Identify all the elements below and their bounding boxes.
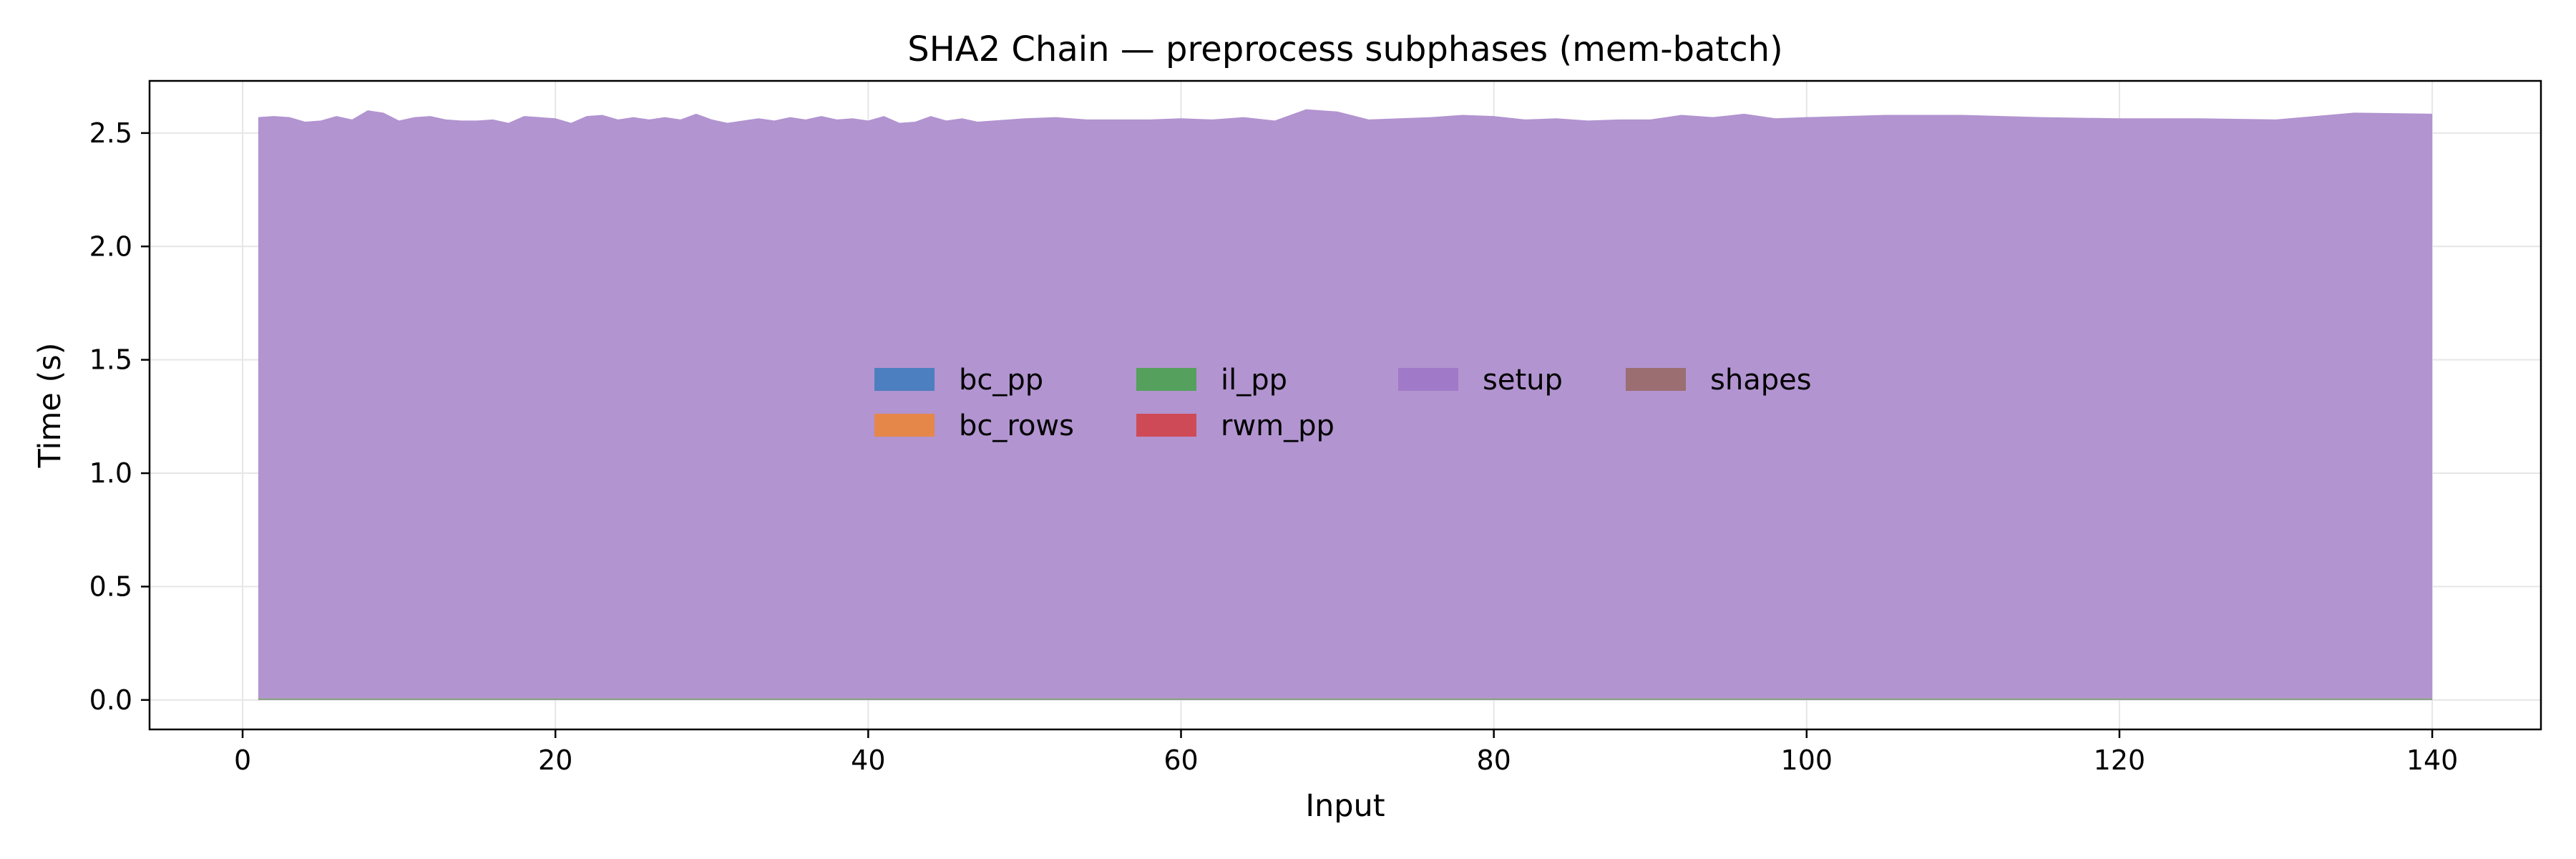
legend-label-bc-rows: bc_rows: [959, 409, 1074, 442]
chart-title: SHA2 Chain — preprocess subphases (mem-b…: [907, 29, 1783, 69]
y-tick-label: 2.0: [89, 230, 132, 262]
y-tick-label: 1.0: [89, 457, 132, 489]
x-tick-label: 120: [2094, 744, 2146, 776]
y-tick-label: 1.5: [89, 344, 132, 376]
area-series-setup: [258, 109, 2433, 699]
legend-label-il-pp: il_pp: [1221, 364, 1287, 397]
legend-swatch-setup: [1398, 368, 1458, 391]
y-tick-label: 0.0: [89, 684, 132, 716]
x-axis-label: Input: [1305, 788, 1385, 824]
area-series-group: [258, 109, 2433, 700]
y-tick-label: 0.5: [89, 571, 132, 602]
x-tick-label: 20: [538, 744, 572, 776]
plot-frame: [148, 79, 2542, 731]
legend-swatch-rwm-pp: [1136, 414, 1196, 437]
x-tick-label: 100: [1781, 744, 1833, 776]
legend-swatch-shapes: [1626, 368, 1686, 391]
legend-label-bc-pp: bc_pp: [959, 364, 1043, 397]
axis-ticks: 0 20 40 60 80 100 120 140 0.0 0.5 1.0 1.5 2.0 2.5: [89, 117, 2459, 776]
legend-swatch-bc-rows: [874, 414, 935, 437]
x-tick-label: 40: [851, 744, 885, 776]
legend: bc_pp bc_rows il_pp rwm_pp setup shapes: [874, 364, 1812, 442]
y-axis-label: Time (s): [32, 343, 68, 469]
legend-label-rwm-pp: rwm_pp: [1221, 409, 1335, 442]
legend-swatch-il-pp: [1136, 368, 1196, 391]
legend-label-shapes: shapes: [1710, 364, 1812, 397]
y-tick-label: 2.5: [89, 117, 132, 149]
legend-label-setup: setup: [1483, 364, 1563, 397]
x-tick-label: 80: [1476, 744, 1511, 776]
x-tick-label: 140: [2406, 744, 2459, 776]
x-tick-label: 0: [234, 744, 251, 776]
x-tick-label: 60: [1163, 744, 1198, 776]
legend-swatch-bc-pp: [874, 368, 935, 391]
